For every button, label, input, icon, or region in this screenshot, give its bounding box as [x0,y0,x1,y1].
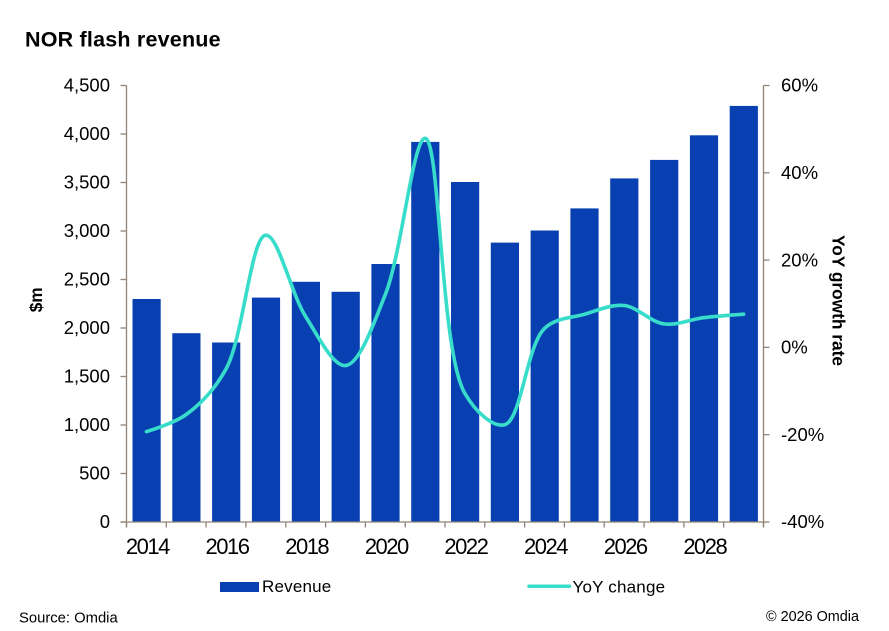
svg-text:0: 0 [100,511,110,532]
svg-text:2018: 2018 [285,534,329,559]
svg-text:2,500: 2,500 [64,269,110,290]
svg-text:-40%: -40% [781,511,824,532]
svg-text:2016: 2016 [206,534,250,559]
svg-text:3,000: 3,000 [64,220,110,241]
svg-text:60%: 60% [781,75,818,96]
svg-text:2,000: 2,000 [64,317,110,338]
svg-text:2028: 2028 [683,534,727,559]
svg-text:NOR flash revenue: NOR flash revenue [25,27,221,51]
svg-text:2020: 2020 [365,534,409,559]
svg-text:2014: 2014 [126,534,170,559]
svg-text:0%: 0% [781,337,808,358]
svg-text:20%: 20% [781,249,818,270]
svg-text:3,500: 3,500 [64,172,110,193]
svg-text:500: 500 [79,463,110,484]
svg-text:40%: 40% [781,162,818,183]
svg-text:YoY change: YoY change [573,578,666,597]
svg-text:4,000: 4,000 [64,123,110,144]
svg-text:1,500: 1,500 [64,366,110,387]
svg-text:Revenue: Revenue [262,577,331,596]
svg-text:1,000: 1,000 [64,414,110,435]
svg-text:2024: 2024 [524,534,568,559]
svg-text:Source: Omdia: Source: Omdia [19,611,118,627]
svg-text:4,500: 4,500 [64,75,110,96]
svg-text:-20%: -20% [781,424,824,445]
svg-text:$m: $m [26,287,46,312]
svg-text:2026: 2026 [604,534,648,559]
svg-text:2022: 2022 [444,534,488,559]
svg-text:© 2026 Omdia: © 2026 Omdia [766,609,859,625]
svg-text:YoY growth rate: YoY growth rate [829,235,849,366]
